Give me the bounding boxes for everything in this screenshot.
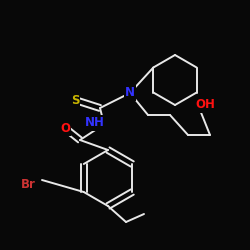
Text: N: N: [125, 86, 135, 100]
Text: S: S: [71, 94, 79, 106]
Text: OH: OH: [195, 98, 215, 112]
Text: O: O: [60, 122, 70, 134]
Text: Br: Br: [20, 178, 36, 192]
Text: NH: NH: [85, 116, 105, 130]
